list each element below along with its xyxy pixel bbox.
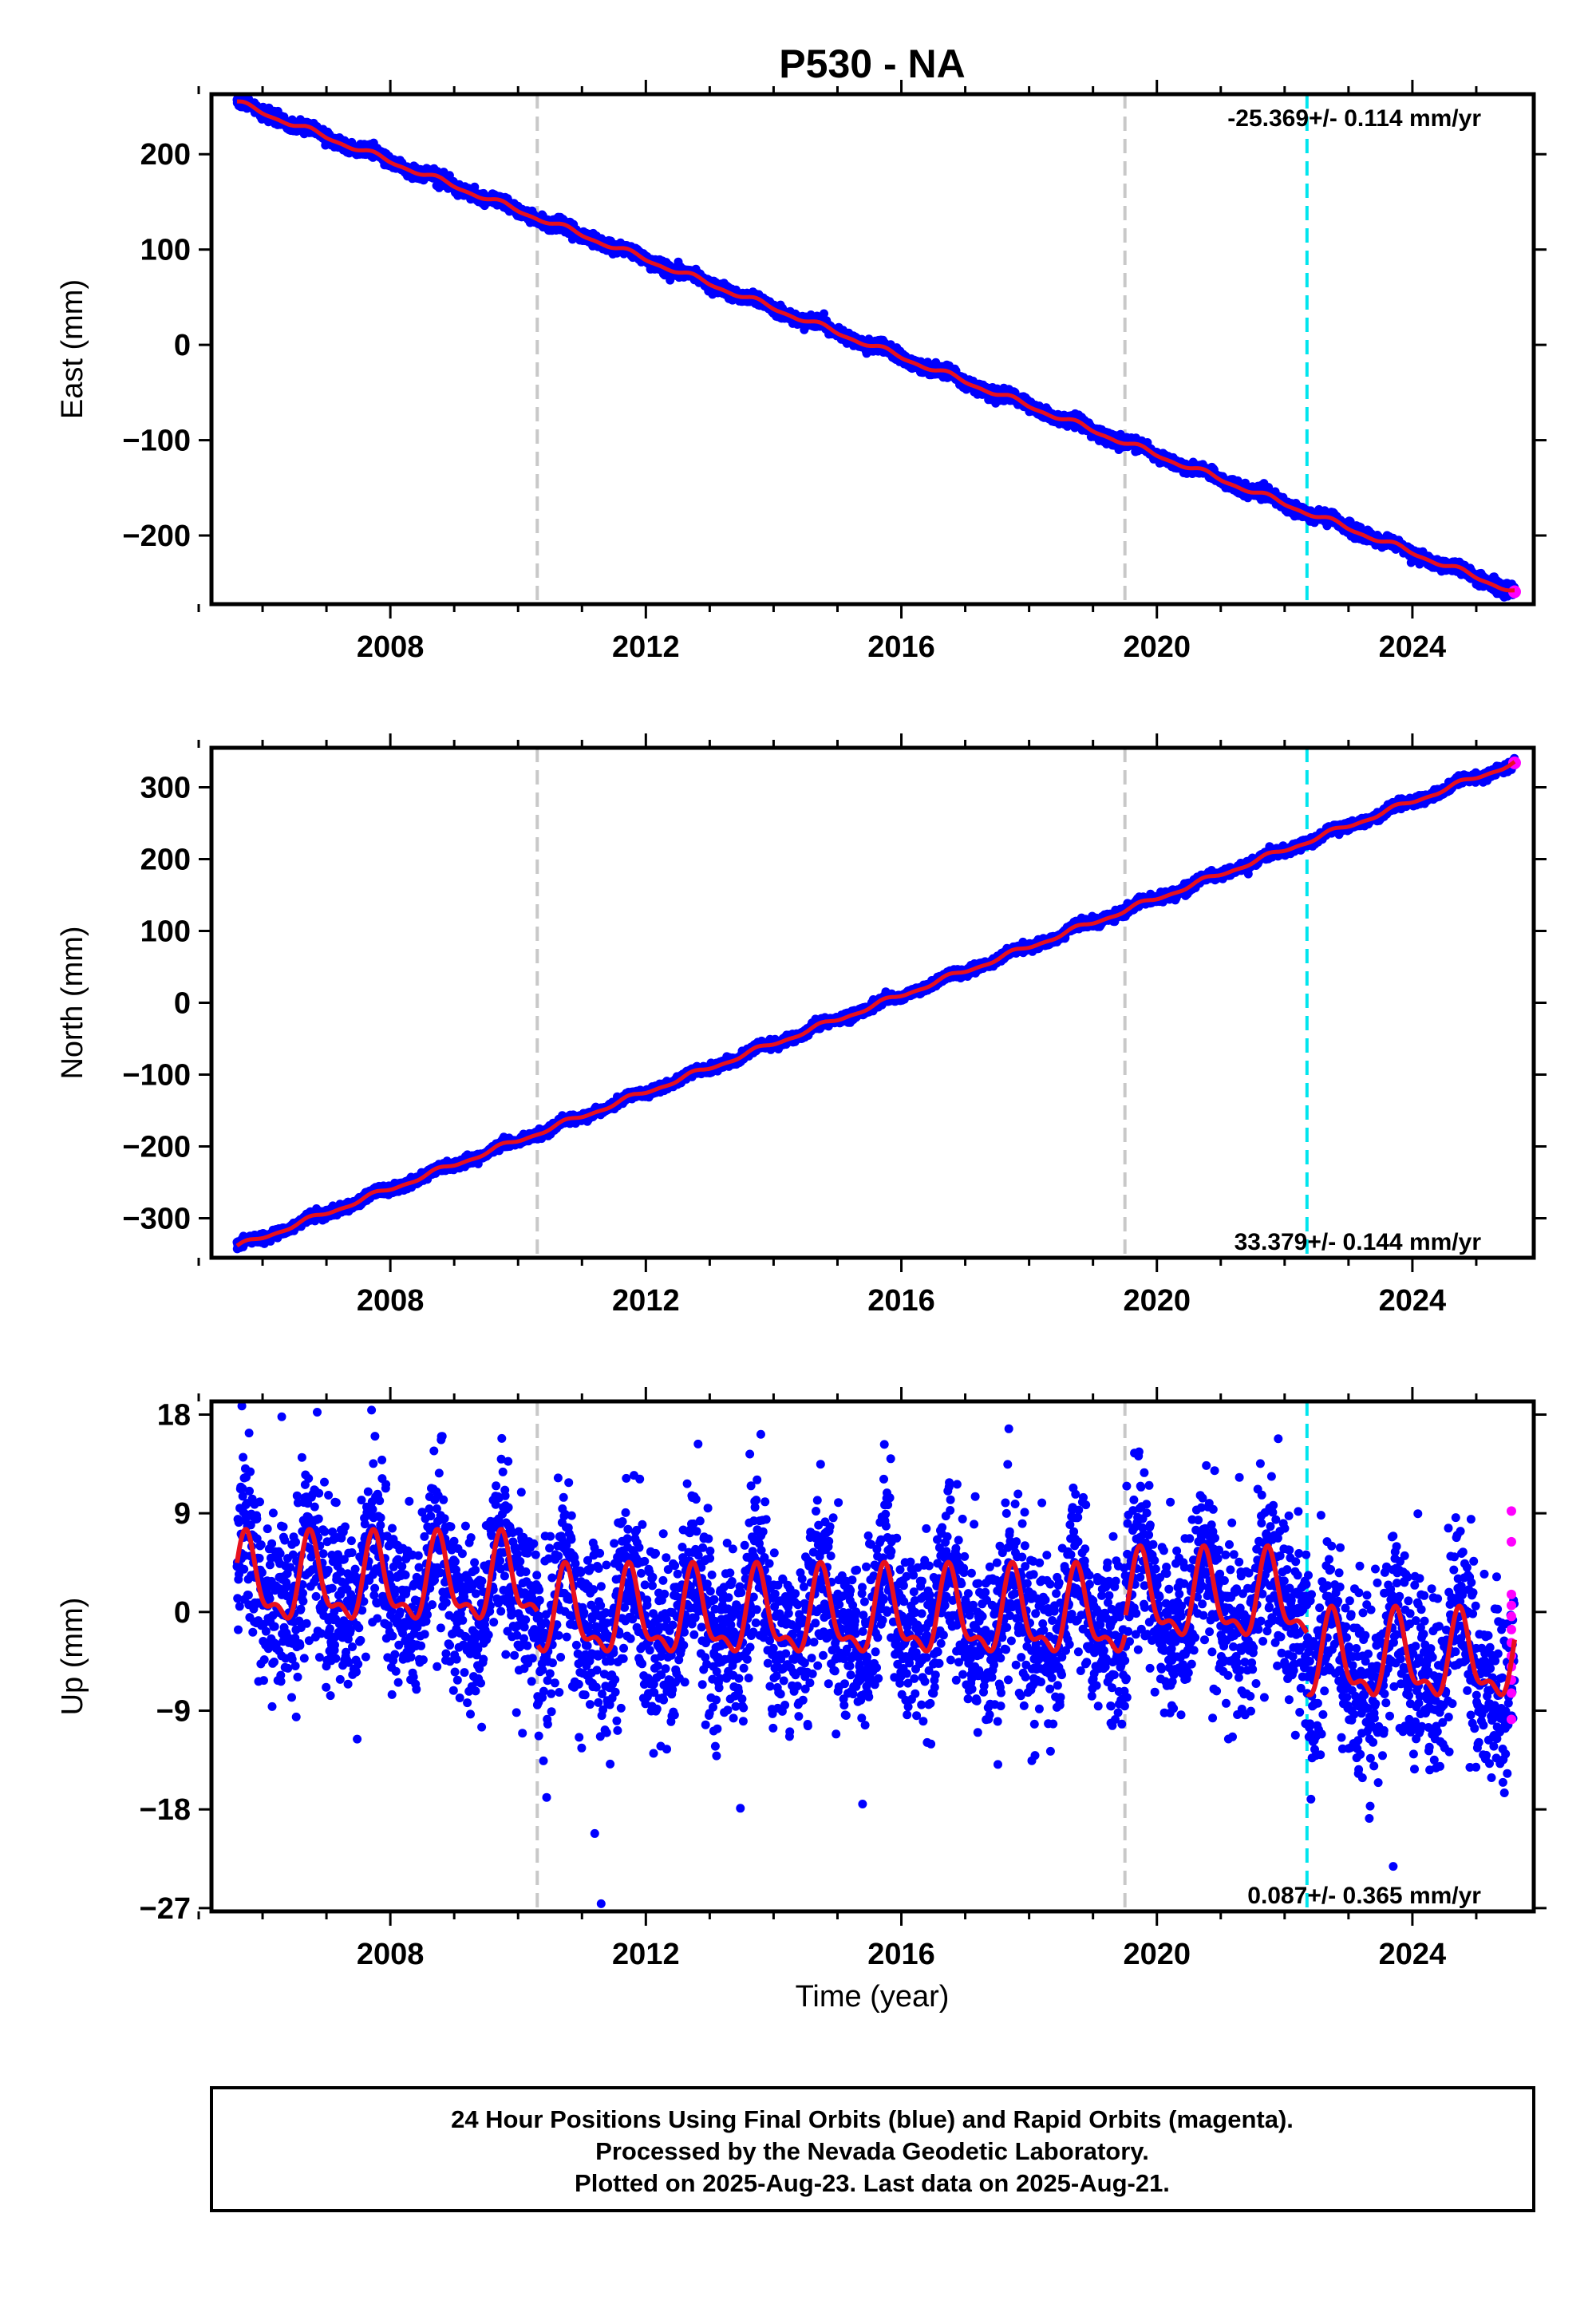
station-title: P530 - NA bbox=[779, 41, 965, 86]
data-point bbox=[470, 182, 480, 192]
